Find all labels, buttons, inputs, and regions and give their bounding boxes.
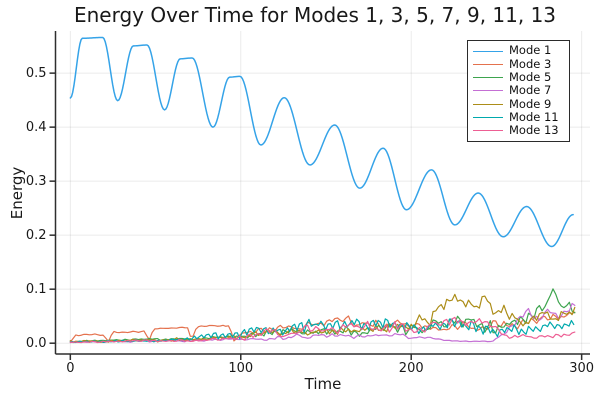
legend-swatch bbox=[473, 130, 503, 132]
legend-item: Mode 11 bbox=[473, 109, 564, 124]
x-axis-label: Time bbox=[304, 375, 342, 393]
legend-item-label: Mode 5 bbox=[509, 69, 552, 84]
legend-item: Mode 7 bbox=[473, 85, 564, 97]
legend-swatch bbox=[473, 90, 503, 92]
legend-item-label: Mode 11 bbox=[509, 109, 559, 124]
legend-item-label: Mode 9 bbox=[509, 96, 552, 111]
legend: Mode 1 Mode 3 Mode 5 Mode 7 Mode 9 Mode … bbox=[467, 40, 570, 142]
legend-item: Mode 5 bbox=[473, 69, 564, 84]
legend-swatch bbox=[473, 117, 503, 119]
legend-item: Mode 13 bbox=[473, 125, 564, 137]
legend-swatch bbox=[473, 63, 503, 65]
legend-item: Mode 1 bbox=[473, 45, 564, 57]
legend-item-label: Mode 1 bbox=[509, 43, 552, 58]
y-axis-label: Energy bbox=[8, 166, 26, 220]
legend-item-label: Mode 3 bbox=[509, 56, 552, 71]
legend-item: Mode 3 bbox=[473, 58, 564, 70]
legend-swatch bbox=[473, 50, 503, 52]
legend-item: Mode 9 bbox=[473, 98, 564, 110]
legend-swatch bbox=[473, 103, 503, 105]
chart-title: Energy Over Time for Modes 1, 3, 5, 7, 9… bbox=[73, 3, 557, 27]
legend-item-label: Mode 13 bbox=[509, 123, 559, 138]
legend-item-label: Mode 7 bbox=[509, 83, 552, 98]
legend-swatch bbox=[473, 77, 503, 79]
